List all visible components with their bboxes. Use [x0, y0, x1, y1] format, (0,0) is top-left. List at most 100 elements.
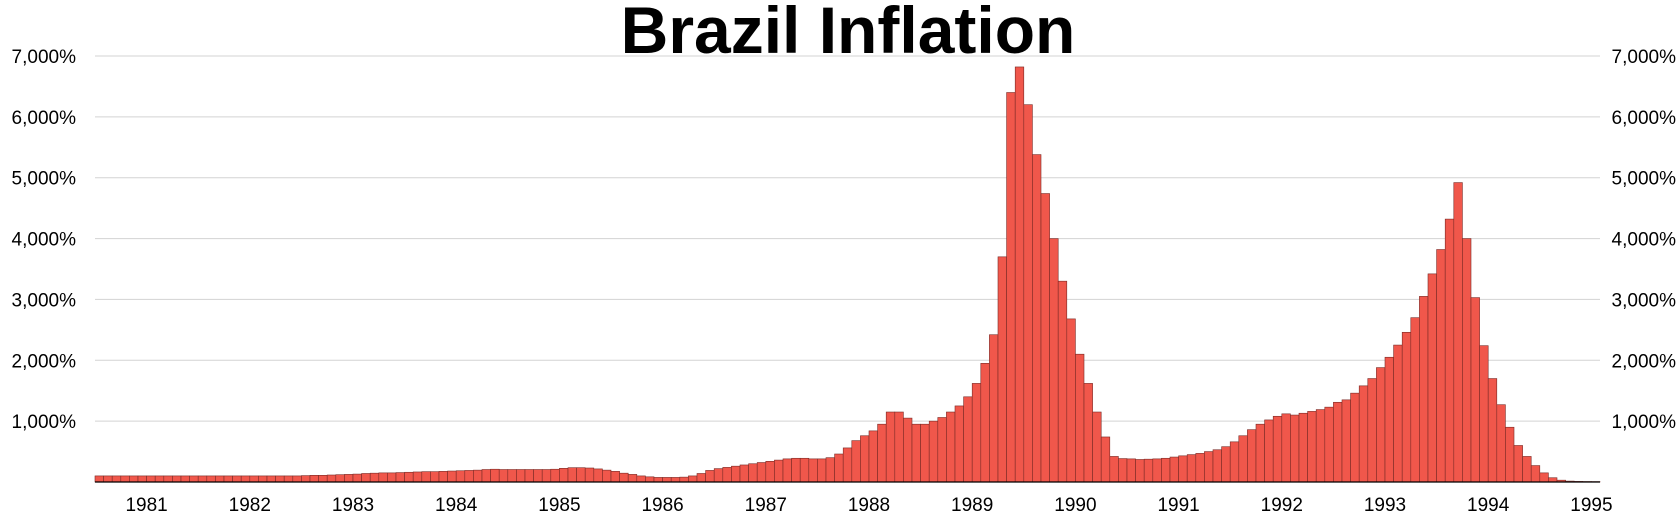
bar [954, 405, 964, 483]
x-axis-labels: 1981 1982 1983 1984 1985 1986 1987 1988 1989 1990… [125, 495, 1612, 516]
bar [438, 471, 448, 483]
bar [344, 474, 354, 483]
bar [903, 417, 913, 483]
bar [989, 334, 999, 483]
bar [137, 475, 147, 483]
bar [154, 475, 165, 483]
bar [206, 475, 216, 483]
bar [1479, 345, 1489, 483]
bar [326, 474, 337, 483]
x-tick-label: 1992 [1261, 495, 1303, 516]
bar [1066, 318, 1076, 483]
bar [559, 468, 569, 483]
bar [705, 470, 715, 483]
bar [627, 474, 638, 483]
bar [395, 472, 405, 483]
bar [1548, 477, 1558, 483]
y-tick-label-left: 1,000% [12, 412, 77, 433]
bar [1470, 297, 1480, 483]
bar [1358, 385, 1369, 483]
bar [825, 457, 835, 483]
bar [1427, 273, 1437, 483]
bar [799, 457, 810, 483]
bar [696, 473, 706, 483]
bar [464, 470, 474, 483]
gridlines [95, 55, 1600, 422]
bar [1401, 331, 1412, 483]
bar [1057, 280, 1068, 483]
bar [1109, 456, 1119, 483]
bar [378, 472, 388, 483]
bar [1350, 392, 1360, 483]
bar [1126, 458, 1136, 483]
bar [1195, 453, 1205, 483]
y-tick-label-right: 4,000% [1612, 230, 1676, 251]
bar [911, 423, 921, 483]
bar [1178, 455, 1188, 483]
bar [1496, 404, 1506, 483]
bar [1436, 249, 1446, 483]
y-tick-label-right: 3,000% [1612, 290, 1676, 311]
bar [610, 471, 620, 483]
bar [584, 467, 595, 483]
bar [1444, 218, 1455, 483]
bar [817, 458, 827, 483]
bar [1453, 182, 1463, 483]
bar [1487, 378, 1498, 483]
bar [180, 475, 190, 483]
y-tick-label-right: 2,000% [1612, 351, 1676, 372]
bar [1143, 458, 1154, 483]
bar [507, 469, 517, 483]
y-tick-label-right: 5,000% [1612, 169, 1676, 190]
bar [894, 411, 904, 483]
bar [352, 473, 362, 483]
bar [653, 477, 663, 483]
bar [1238, 435, 1248, 483]
bar [1075, 353, 1085, 483]
bar [1341, 399, 1351, 483]
bar [851, 440, 861, 483]
bar [1040, 193, 1050, 483]
bar [283, 475, 294, 483]
bar [782, 458, 792, 483]
bar [765, 461, 775, 483]
bar [197, 475, 208, 483]
bar [1505, 426, 1515, 483]
bar [842, 447, 853, 483]
bar [1135, 459, 1145, 483]
y-axis-right-labels: 1,000% 2,000% 3,000% 4,000% 5,000% 6,000% 7,00… [1612, 47, 1676, 433]
bar [679, 476, 689, 483]
x-tick-label: 1993 [1364, 495, 1406, 516]
bar [1315, 409, 1326, 483]
bar [1290, 414, 1300, 483]
bar [498, 469, 509, 483]
bar [275, 475, 285, 483]
bar [722, 467, 732, 483]
bar [1118, 458, 1128, 483]
bar [524, 469, 534, 483]
bar [481, 469, 491, 483]
bar [1092, 411, 1102, 483]
bar [1161, 457, 1171, 483]
bar [404, 471, 414, 483]
bar [94, 475, 104, 483]
bar [163, 475, 173, 483]
x-tick-label: 1994 [1467, 495, 1510, 516]
bar [946, 411, 956, 483]
x-tick-label: 1982 [229, 495, 271, 516]
bar [937, 417, 947, 483]
bar [369, 472, 380, 483]
bar [335, 474, 345, 483]
bar [240, 475, 251, 483]
bar [860, 435, 870, 483]
bar [1221, 446, 1231, 483]
bar [1014, 66, 1025, 483]
bar [971, 383, 982, 483]
bar [1083, 383, 1093, 483]
bar [1049, 238, 1059, 483]
bar [1212, 449, 1222, 483]
x-tick-label: 1987 [745, 495, 787, 516]
bar [1006, 92, 1016, 483]
bar [1539, 472, 1549, 483]
bar [1419, 296, 1429, 483]
